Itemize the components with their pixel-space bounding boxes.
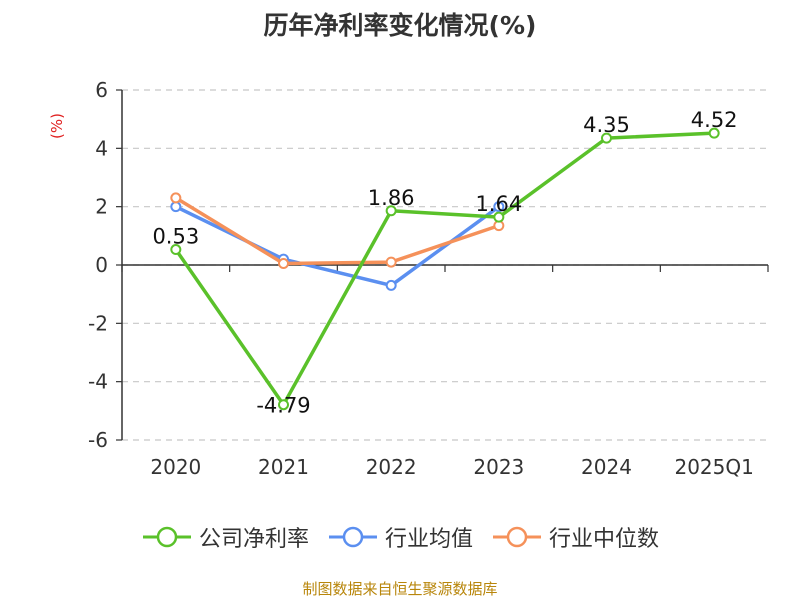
legend-label: 行业均值: [384, 527, 473, 552]
y-tick-label: -2: [88, 311, 108, 335]
x-tick-label: 2021: [258, 455, 309, 479]
x-tick-label: 2025Q1: [674, 455, 753, 479]
data-point[interactable]: [493, 201, 505, 213]
y-tick-label: -4: [88, 370, 108, 394]
y-tick-label: 6: [95, 78, 108, 102]
legend-marker-icon: [142, 526, 191, 548]
legend-item[interactable]: 行业中位数: [491, 521, 659, 553]
data-point[interactable]: [278, 399, 289, 411]
data-point[interactable]: [385, 205, 397, 217]
x-tick-label: 2020: [150, 455, 201, 479]
y-tick-label: 0: [95, 253, 108, 277]
data-point[interactable]: [170, 192, 182, 204]
data-label: 1.64: [475, 192, 522, 216]
legend-marker-icon: [328, 526, 377, 548]
series-line: [174, 131, 716, 407]
y-tick-label: 4: [95, 136, 108, 160]
series-line: [174, 204, 501, 288]
legend-item[interactable]: 行业均值: [327, 521, 473, 553]
data-label: 4.52: [691, 108, 738, 132]
data-label: 4.35: [583, 113, 630, 137]
x-tick-label: 2023: [473, 455, 524, 479]
line-chart: (%) 6 4 2 0 -2 -4 -6 2020 2021 2022 2023 2024 2025Q1…: [48, 78, 769, 479]
data-label: 1.86: [368, 186, 415, 210]
legend-label: 公司净利率: [198, 527, 309, 552]
y-tick-label: 2: [95, 195, 108, 219]
legend-item[interactable]: 公司净利率: [141, 521, 309, 553]
legend-marker-icon: [493, 526, 541, 548]
series-line: [174, 196, 501, 266]
data-point[interactable]: [493, 211, 505, 223]
data-label: 0.53: [152, 225, 199, 249]
source-note: 制图数据来自恒生聚源数据库: [302, 580, 498, 598]
legend: 公司净利率 行业均值 行业中位数: [0, 520, 800, 554]
data-point[interactable]: [601, 132, 612, 144]
chart-title: 历年净利率变化情况(%): [263, 11, 537, 40]
legend-label: 行业中位数: [549, 527, 660, 552]
x-tick-label: 2024: [581, 455, 632, 479]
data-point[interactable]: [708, 127, 720, 139]
data-point[interactable]: [385, 256, 397, 268]
x-tick-label: 2022: [366, 455, 417, 479]
data-point[interactable]: [170, 244, 182, 256]
data-point[interactable]: [170, 201, 182, 213]
data-point[interactable]: [278, 258, 289, 270]
y-axis-label: (%): [48, 113, 66, 139]
data-point[interactable]: [385, 279, 397, 291]
y-tick-label: -6: [88, 428, 108, 452]
data-label: -4.79: [256, 394, 310, 418]
